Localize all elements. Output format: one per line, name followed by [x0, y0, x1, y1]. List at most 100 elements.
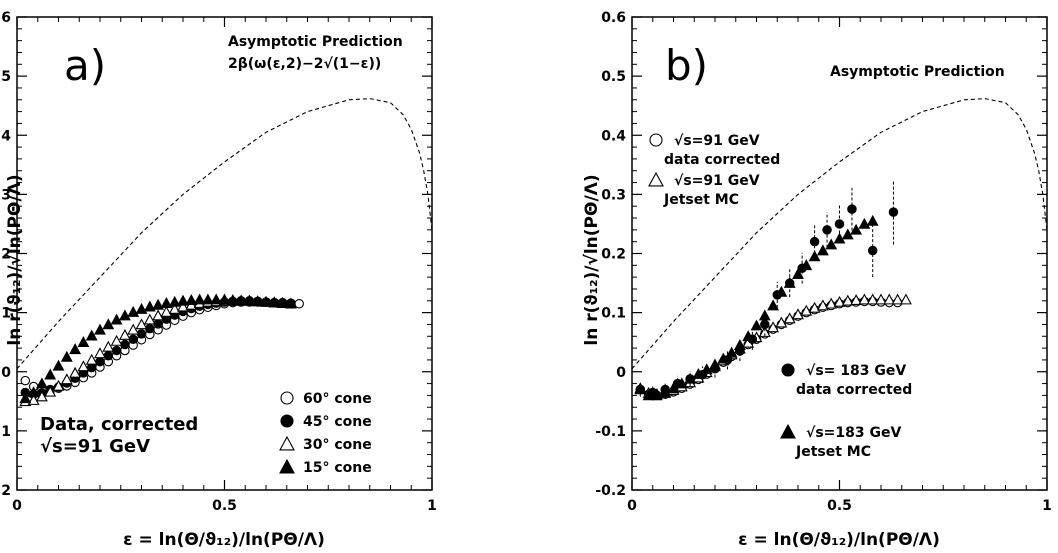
legend-marker-2 [279, 435, 295, 451]
ticks-a: -0.2 -0.1 0 0.1 0.2 0.3 0.4 0.5 0.6 0 0.5 1 [0, 10, 437, 514]
y-axis-title-a: ln r(ϑ₁₂)/√ln(PΘ/Λ) [5, 174, 25, 345]
data-point-series-3 [808, 250, 821, 262]
legend-label-1: √s=91 GeV [674, 173, 760, 189]
data-point-series-3 [77, 336, 90, 347]
data-point-series-3 [260, 295, 272, 307]
data-point-series-3 [127, 305, 140, 317]
data-point-series-1 [841, 294, 854, 306]
data-point-series-2 [118, 328, 131, 340]
note-line-2-a: √s=91 GeV [40, 436, 150, 457]
y-tick-label: 0.5 [0, 69, 11, 85]
data-point-series-3 [650, 389, 663, 401]
data-point-series-3 [816, 244, 829, 256]
x-tick-label: 0.5 [212, 498, 237, 514]
data-point-series-1 [899, 293, 912, 305]
data-point-series-1 [816, 299, 829, 311]
y-tick-label: 0.6 [601, 10, 626, 26]
data-point-series-3 [143, 300, 156, 312]
data-point-series-3 [642, 389, 655, 401]
data-point-series-3 [792, 268, 804, 279]
y-tick-label: -0.2 [0, 483, 11, 499]
data-point-series-3 [775, 285, 788, 297]
data-point-series-3 [94, 323, 106, 335]
data-point-series-2 [60, 373, 73, 385]
legend-label-0: 60° cone [303, 391, 372, 407]
data-point-series-3 [733, 338, 746, 350]
x-tick-label: 0.5 [827, 498, 852, 514]
data-point-series-3 [742, 330, 755, 342]
data-point-series-3 [193, 293, 206, 305]
legend-b: √s=91 GeV data corrected √s=91 GeV Jetset M… [648, 133, 912, 460]
legend-label-3: √s=183 GeV [806, 425, 901, 441]
data-point-series-2 [44, 385, 57, 397]
legend-label-2: 30° cone [303, 437, 372, 453]
x-tick-label: 0 [12, 498, 22, 514]
y-tick-label: 0 [616, 365, 626, 381]
data-point-series-3 [44, 368, 57, 380]
data-point-series-3 [750, 319, 763, 331]
data-point-series-1 [825, 297, 838, 309]
data-point-series-2 [888, 207, 899, 217]
data-point-series-3 [268, 296, 281, 308]
ticks-b: -0.2 -0.1 0 0.1 0.2 0.3 0.4 0.5 0.6 0 0.5 1 [595, 10, 1052, 514]
annotation-formula-a: 2β(ω(ε,2)−2√(1−ε)) [228, 56, 381, 72]
y-tick-label: -0.2 [595, 483, 626, 499]
y-axis-title-b: ln r(ϑ₁₂)/√ln(PΘ/Λ) [582, 174, 602, 345]
marks-a [16, 98, 433, 407]
data-point-series-3 [825, 238, 838, 250]
data-point-series-3 [185, 294, 198, 306]
data-point-series-3 [659, 386, 672, 398]
y-tick-label: 0.3 [601, 187, 626, 203]
data-point-series-1 [833, 295, 846, 307]
legend-marker-1 [648, 171, 664, 187]
data-point-series-3 [226, 294, 239, 306]
data-point-series-2 [168, 302, 181, 314]
y-tick-label: 0.4 [601, 128, 626, 144]
data-point-series-2 [52, 379, 65, 391]
data-point-series-3 [725, 346, 738, 358]
x-axis-title-a: ε = ln(Θ/ϑ₁₂)/ln(PΘ/Λ) [123, 530, 325, 550]
data-point-series-2 [102, 340, 115, 352]
y-tick-label: 0.5 [601, 69, 626, 85]
y-tick-label: 0.1 [601, 306, 626, 322]
panel-a: -0.2 -0.1 0 0.1 0.2 0.3 0.4 0.5 0.6 0 0.5 1 a) Asym… [0, 10, 437, 550]
data-point-series-2 [160, 305, 173, 317]
data-point-series-3 [118, 309, 131, 321]
y-tick-label: 0.4 [0, 128, 11, 144]
panel-label-a: a) [64, 41, 106, 90]
note-line-1-a: Data, corrected [40, 414, 198, 435]
data-point-series-3 [675, 377, 688, 389]
data-point-series-3 [284, 297, 297, 309]
data-point-series-3 [700, 363, 713, 375]
data-point-series-3 [850, 223, 863, 235]
data-point-series-2 [867, 245, 878, 256]
data-point-series-3 [69, 343, 82, 355]
data-point-series-3 [152, 298, 165, 310]
legend-sublabel-1: Jetset MC [663, 192, 739, 208]
asymptotic-prediction-curve [631, 98, 1048, 370]
legend-marker-2 [781, 363, 795, 377]
data-point-series-3 [168, 295, 181, 307]
data-point-series-1 [875, 293, 887, 305]
legend-marker-0 [649, 133, 663, 147]
data-point-series-1 [883, 293, 896, 305]
data-point-series-2 [177, 300, 189, 312]
data-point-series-0 [294, 299, 304, 309]
panel-label-b: b) [665, 41, 708, 90]
data-point-series-3 [201, 293, 214, 305]
data-point-series-2 [847, 204, 857, 214]
data-point-series-1 [858, 293, 871, 305]
data-point-series-2 [69, 366, 82, 378]
data-point-series-3 [858, 217, 871, 229]
data-point-series-3 [135, 302, 148, 314]
data-point-series-3 [251, 295, 264, 307]
data-point-series-1 [775, 316, 788, 328]
legend-marker-3 [279, 458, 295, 474]
y-tick-label: 0.1 [0, 306, 11, 322]
data-point-series-2 [135, 318, 148, 330]
data-point-series-3 [866, 214, 879, 226]
data-point-series-1 [783, 312, 796, 324]
data-point-series-3 [767, 299, 780, 311]
asymptotic-prediction-curve [16, 98, 433, 370]
legend-a: 60° cone 45° cone 30° cone 15° cone [279, 391, 372, 476]
